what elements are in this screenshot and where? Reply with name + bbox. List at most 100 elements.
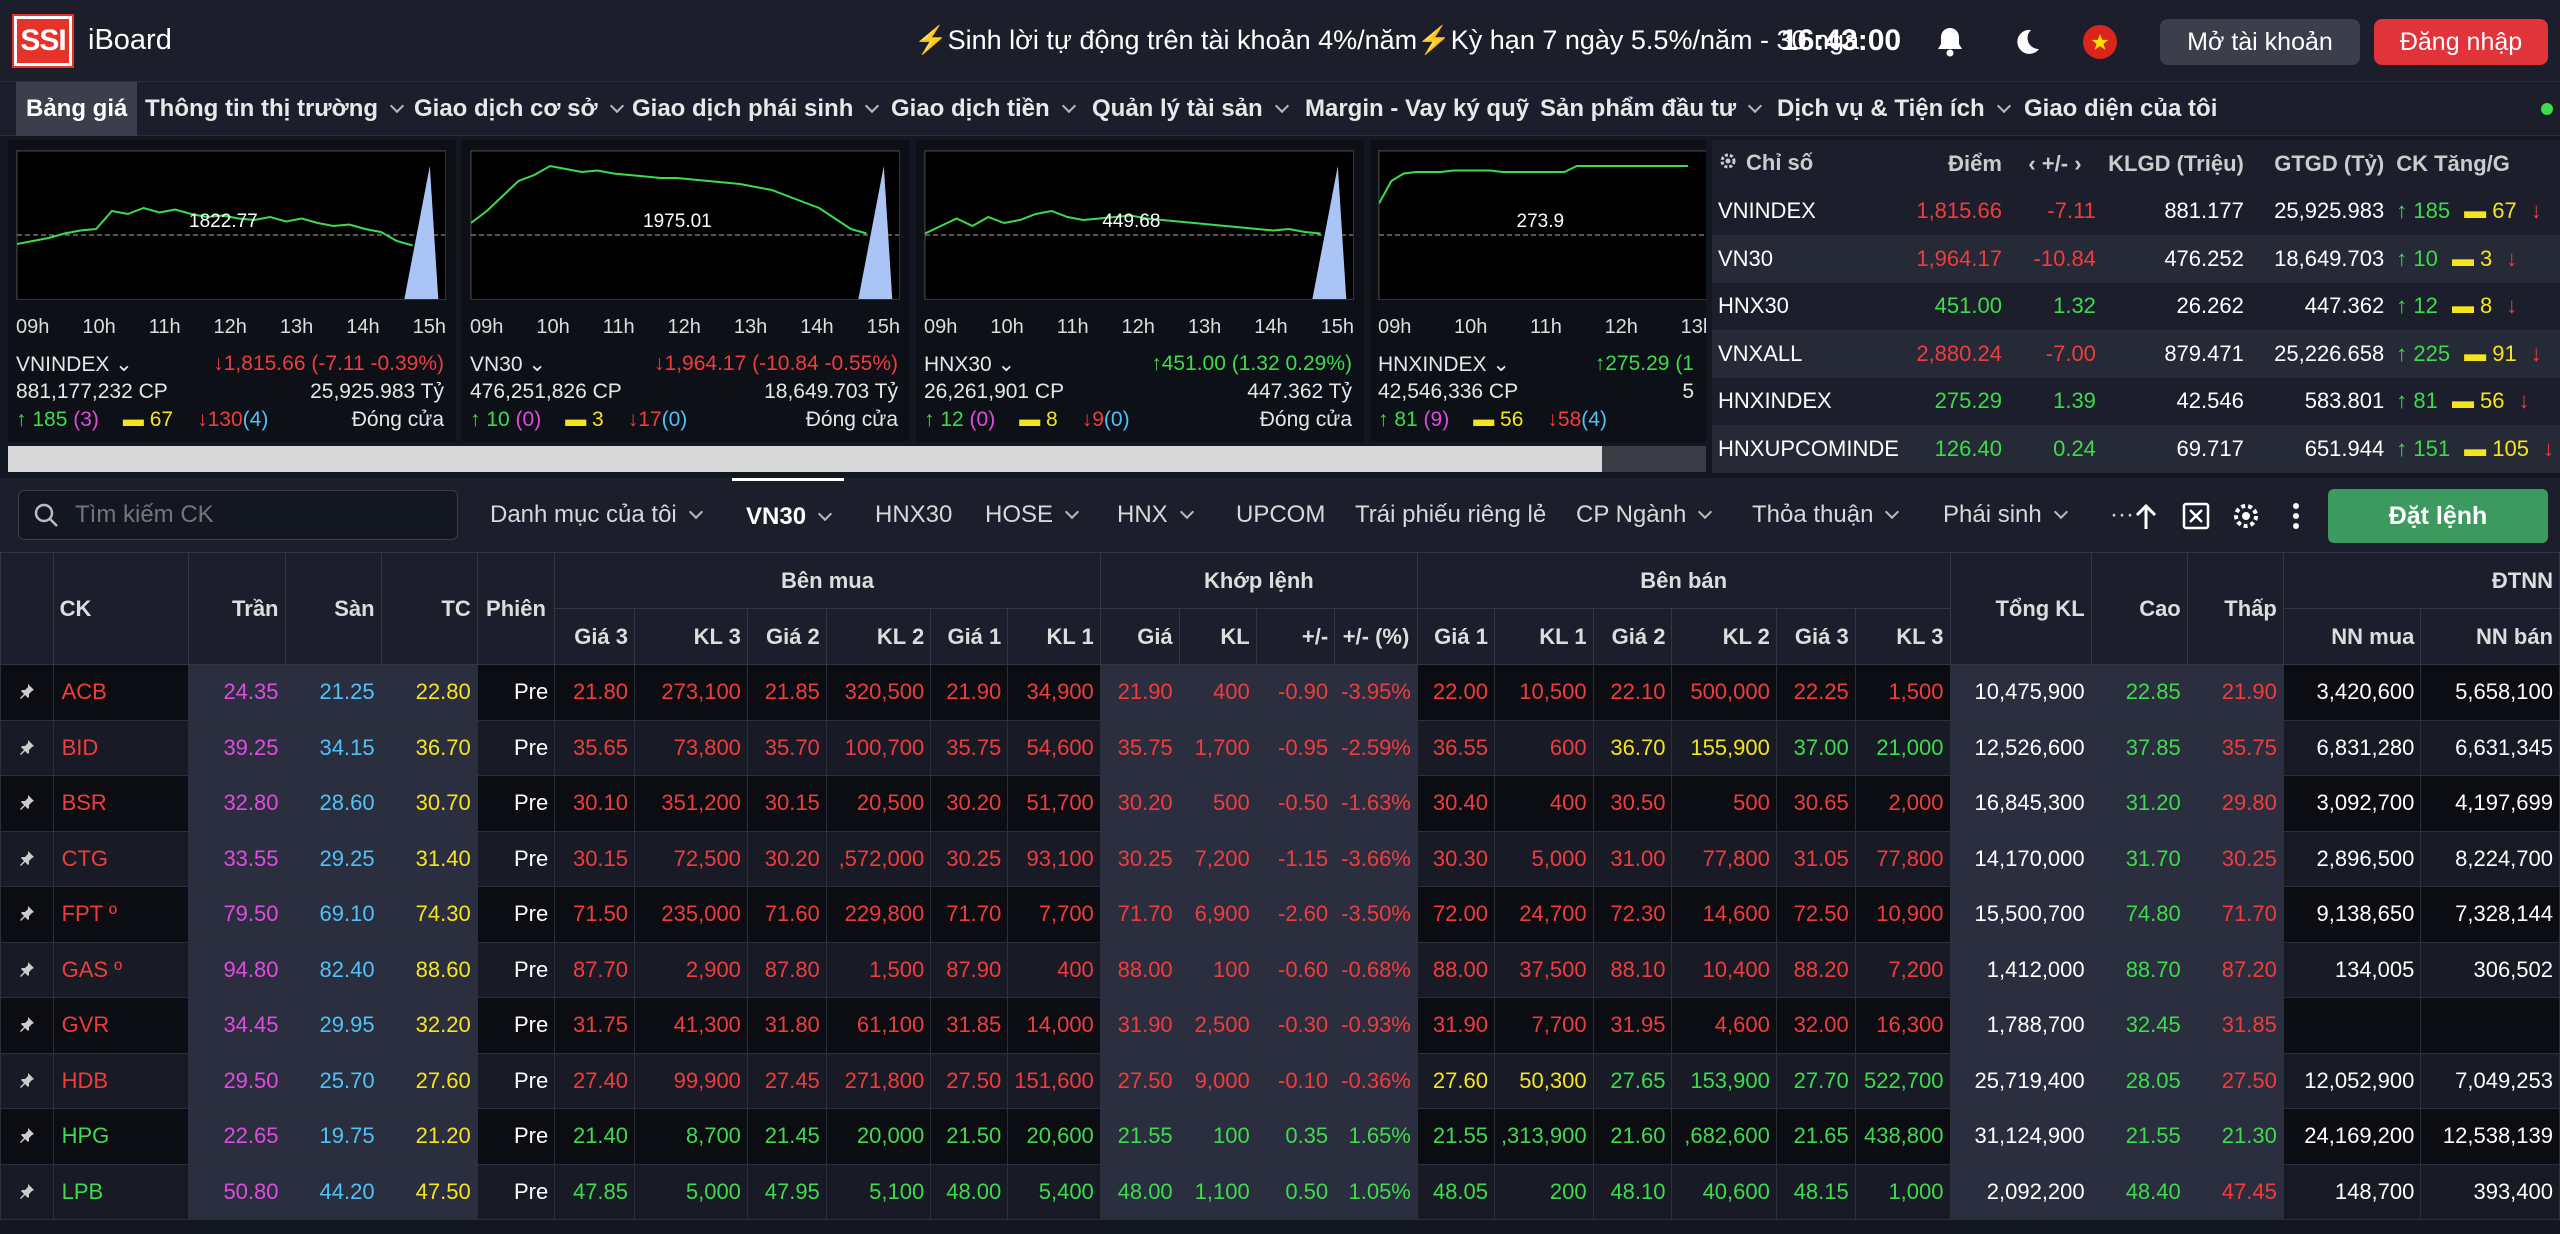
- stock-symbol[interactable]: FPT º: [52, 886, 190, 943]
- nav-item-giao-dich-tien[interactable]: Giao dịch tiền: [891, 82, 1076, 136]
- bell-icon[interactable]: [1932, 22, 1968, 62]
- tab-thoa-thuan[interactable]: Thỏa thuận: [1752, 478, 1900, 552]
- subcol-gi-1[interactable]: Giá 1: [930, 608, 1009, 665]
- index-row[interactable]: VN30 1,964.17 -10.84 476.252 18,649.703 ↑ 10 …: [1712, 235, 2560, 283]
- subcol-nn-mua[interactable]: NN mua: [2282, 608, 2422, 665]
- col-tong-kl[interactable]: Tổng KL: [1949, 552, 2092, 665]
- stock-search-box[interactable]: [18, 490, 458, 540]
- tab-danh-muc-cua-toi[interactable]: Danh mục của tôi: [490, 478, 703, 552]
- pin-icon[interactable]: [0, 886, 54, 943]
- table-row[interactable]: HDB 29.50 25.70 27.60 Pre 27.40 99,900 27.45 271…: [0, 1052, 2560, 1109]
- stock-symbol[interactable]: GVR: [52, 997, 190, 1054]
- mini-chart-hnxindex[interactable]: 273.9 09h 10h 11h 12h 13h HNXINDEX ⌄ ↑275.29 (1…: [1370, 140, 1706, 442]
- more-vertical-icon[interactable]: [2280, 500, 2312, 532]
- tab-upcom[interactable]: UPCOM: [1236, 478, 1325, 552]
- nav-item-giao-dich-phai-sinh[interactable]: Giao dịch phái sinh: [632, 82, 880, 136]
- col-thap[interactable]: Thấp: [2186, 552, 2284, 665]
- tab-hnx[interactable]: HNX: [1117, 478, 1194, 552]
- stock-symbol[interactable]: HPG: [52, 1108, 190, 1165]
- promo-ticker[interactable]: ⚡Sinh lời tự động trên tài khoản 4%/năm⚡…: [914, 25, 1860, 55]
- pin-icon[interactable]: [0, 775, 54, 832]
- mini-charts-scrollbar[interactable]: [8, 446, 1706, 472]
- subcol-kl-2[interactable]: KL 2: [825, 608, 932, 665]
- index-name[interactable]: HNXINDEX ⌄: [1378, 353, 1510, 376]
- pin-icon[interactable]: [0, 941, 54, 998]
- open-account-button[interactable]: Mở tài khoản: [2160, 19, 2360, 65]
- col-phien[interactable]: Phiên: [476, 552, 556, 665]
- tab-hose[interactable]: HOSE: [985, 478, 1080, 552]
- subcol-kl-3[interactable]: KL 3: [634, 608, 748, 665]
- more-tabs-button[interactable]: ···: [2110, 501, 2134, 528]
- pin-icon[interactable]: [0, 997, 54, 1054]
- nav-item-giao-dien-cua-toi[interactable]: Giao diện của tôi: [2024, 82, 2217, 136]
- pin-icon[interactable]: [0, 719, 54, 776]
- table-row[interactable]: LPB 50.80 44.20 47.50 Pre 47.85 5,000 47.95 5,10…: [0, 1163, 2560, 1220]
- nav-item-giao-dich-co-so[interactable]: Giao dịch cơ sở: [414, 82, 624, 136]
- nav-item-san-pham-dau-tu[interactable]: Sản phẩm đầu tư: [1540, 82, 1763, 136]
- index-row[interactable]: HNXINDEX 275.29 1.39 42.546 583.801 ↑ 81 ▬ 56…: [1712, 378, 2560, 426]
- stock-symbol[interactable]: HDB: [52, 1052, 190, 1109]
- index-row[interactable]: HNXUPCOMINDE 126.40 0.24 69.717 651.944 ↑ 151…: [1712, 425, 2560, 473]
- mini-chart-hnx30[interactable]: 449.68 09h 10h 11h 12h 13h 14h 15h HNX30 ⌄ ↑451.0…: [916, 140, 1364, 442]
- tab-cp-nganh[interactable]: CP Ngành: [1576, 478, 1713, 552]
- nav-item-margin[interactable]: Margin - Vay ký quỹ: [1305, 82, 1529, 136]
- index-name[interactable]: VN30 ⌄: [470, 353, 546, 376]
- mini-chart-vnindex[interactable]: 1822.77 09h 10h 11h 12h 13h 14h 15h VNINDEX ⌄ ↓1,…: [8, 140, 456, 442]
- stock-symbol[interactable]: GAS º: [52, 941, 190, 998]
- subcol-gi-3[interactable]: Giá 3: [1775, 608, 1856, 665]
- chevron-left-icon[interactable]: ‹: [2028, 150, 2042, 176]
- subcol-nn-b-n[interactable]: NN bán: [2420, 608, 2560, 665]
- pin-icon[interactable]: [0, 830, 54, 887]
- nav-item-quan-ly-tai-san[interactable]: Quản lý tài sản: [1092, 82, 1289, 136]
- stock-symbol[interactable]: LPB: [52, 1163, 190, 1220]
- index-header-point[interactable]: Điểm: [1948, 150, 2002, 176]
- subcol--[interactable]: +/- (%): [1334, 608, 1418, 665]
- table-row[interactable]: BSR 32.80 28.60 30.70 Pre 30.10 351,200 30.15 20…: [0, 775, 2560, 832]
- excel-export-icon[interactable]: [2180, 500, 2212, 532]
- col-tc[interactable]: TC: [380, 552, 478, 665]
- subcol-gi-2[interactable]: Giá 2: [746, 608, 827, 665]
- subcol-kl-1[interactable]: KL 1: [1493, 608, 1594, 665]
- col-ck[interactable]: CK: [52, 552, 190, 665]
- pin-icon[interactable]: [0, 664, 54, 721]
- stock-symbol[interactable]: BID: [52, 719, 190, 776]
- pin-icon[interactable]: [0, 1163, 54, 1220]
- vietnam-flag-icon[interactable]: [2083, 25, 2117, 59]
- subcol-kl-2[interactable]: KL 2: [1671, 608, 1777, 665]
- index-name[interactable]: VNINDEX ⌄: [16, 353, 133, 376]
- subcol-kl-1[interactable]: KL 1: [1007, 608, 1101, 665]
- table-row[interactable]: GVR 34.45 29.95 32.20 Pre 31.75 41,300 31.80 61,…: [0, 997, 2560, 1054]
- index-name[interactable]: HNX30 ⌄: [924, 353, 1016, 376]
- index-header-change[interactable]: ‹ +/- ›: [2008, 140, 2102, 188]
- stock-symbol[interactable]: BSR: [52, 775, 190, 832]
- tab-vn30[interactable]: VN30: [732, 478, 845, 552]
- subcol-kl[interactable]: KL: [1178, 608, 1257, 665]
- subcol-gi-3[interactable]: Giá 3: [554, 608, 636, 665]
- tab-hnx30[interactable]: HNX30: [875, 478, 952, 552]
- settings-gear-icon[interactable]: [2230, 500, 2262, 532]
- subcol-gi-[interactable]: Giá: [1099, 608, 1180, 665]
- login-button[interactable]: Đăng nhập: [2374, 19, 2548, 65]
- table-row[interactable]: ACB 24.35 21.25 22.80 Pre 21.80 273,100 21.85 32…: [0, 664, 2560, 721]
- index-header-name[interactable]: Chỉ số: [1712, 140, 1910, 188]
- subcol-gi-2[interactable]: Giá 2: [1592, 608, 1673, 665]
- pin-icon[interactable]: [0, 1108, 54, 1165]
- table-row[interactable]: CTG 33.55 29.25 31.40 Pre 30.15 72,500 30.20,57…: [0, 830, 2560, 887]
- pin-icon[interactable]: [0, 1052, 54, 1109]
- table-row[interactable]: BID 39.25 34.15 36.70 Pre 35.65 73,800 35.70 100…: [0, 719, 2560, 776]
- index-header-value[interactable]: GTGD (Tỷ): [2274, 150, 2385, 176]
- place-order-button[interactable]: Đặt lệnh: [2328, 489, 2548, 543]
- index-row[interactable]: VNINDEX 1,815.66 -7.11 881.177 25,925.983 ↑ 1…: [1712, 188, 2560, 236]
- stock-symbol[interactable]: ACB: [52, 664, 190, 721]
- nav-item-thong-tin-thi-truong[interactable]: Thông tin thị trường: [145, 82, 405, 136]
- table-row[interactable]: FPT º 79.50 69.10 74.30 Pre 71.50 235,000 71.60…: [0, 886, 2560, 943]
- subcol-gi-1[interactable]: Giá 1: [1416, 608, 1495, 665]
- nav-item-dich-vu-tien-ich[interactable]: Dịch vụ & Tiện ích: [1777, 82, 2011, 136]
- moon-icon[interactable]: [2006, 22, 2046, 62]
- index-header-volume[interactable]: KLGD (Triệu): [2108, 150, 2244, 176]
- index-header-advances[interactable]: CK Tăng/G: [2396, 150, 2510, 176]
- subcol-kl-3[interactable]: KL 3: [1854, 608, 1951, 665]
- tab-phai-sinh[interactable]: Phái sinh: [1943, 478, 2068, 552]
- tab-trai-phieu-rieng-le[interactable]: Trái phiếu riêng lẻ: [1355, 478, 1546, 552]
- ssi-logo[interactable]: SSI: [12, 14, 74, 68]
